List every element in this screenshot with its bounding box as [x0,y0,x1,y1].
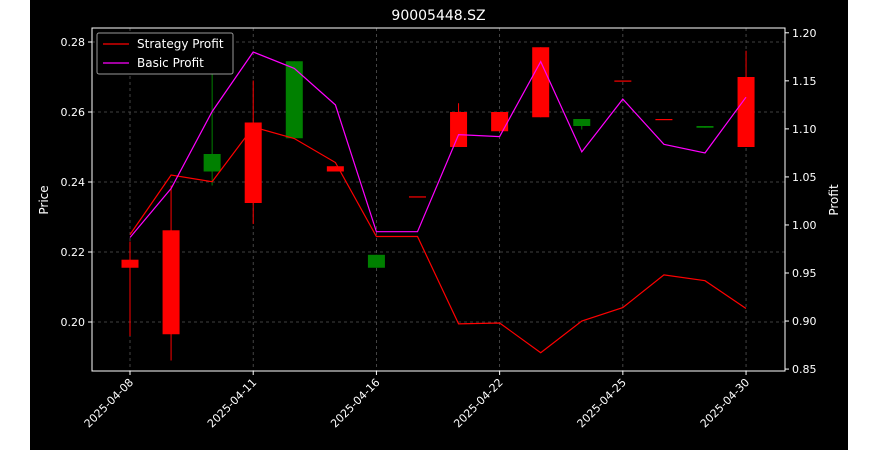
candle-body [532,47,550,118]
candle-body [244,122,262,203]
y2-tick-label: 1.20 [792,27,817,40]
y2-tick-label: 1.00 [792,219,817,232]
candlesticks [121,35,755,361]
y-tick-label: 0.28 [61,36,86,49]
candle-body [203,154,221,172]
candle-body [162,230,180,335]
chart-title: 90005448.SZ [391,8,485,24]
candle-body [367,254,385,268]
y2-tick-label: 1.05 [792,171,817,184]
legend-label-basic: Basic Profit [137,56,204,70]
strategy-profit-line [129,126,747,354]
legend: Strategy Profit Basic Profit [96,32,234,75]
candle-body [696,126,714,128]
y-tick-label: 0.20 [61,316,86,329]
figure-background [30,0,848,450]
candle-body [573,119,591,126]
legend-box [96,32,234,75]
y2-tick-label: 0.90 [792,315,817,328]
y-tick-label: 0.26 [61,106,86,119]
candle-body [408,196,426,198]
y2-tick-label: 0.85 [792,363,817,376]
candle-body [450,112,468,147]
legend-label-strategy: Strategy Profit [137,37,224,51]
y-tick-label: 0.22 [61,246,86,259]
y-axis-label: Price [37,185,51,214]
y2-tick-label: 1.15 [792,75,817,88]
candle-body [614,80,632,82]
y-tick-label: 0.24 [61,176,86,189]
basic-profit-line [129,51,747,238]
plot-frame [91,27,786,372]
y2-tick-label: 0.95 [792,267,817,280]
candle-body [326,166,344,172]
y2-axis-label: Profit [827,184,841,216]
candle-body [491,112,509,132]
y2-tick-label: 1.10 [792,123,817,136]
profit-lines [129,51,747,354]
candle-body [285,61,303,139]
candle-body [655,119,673,121]
candle-body [121,259,139,268]
candle-body [737,77,755,147]
